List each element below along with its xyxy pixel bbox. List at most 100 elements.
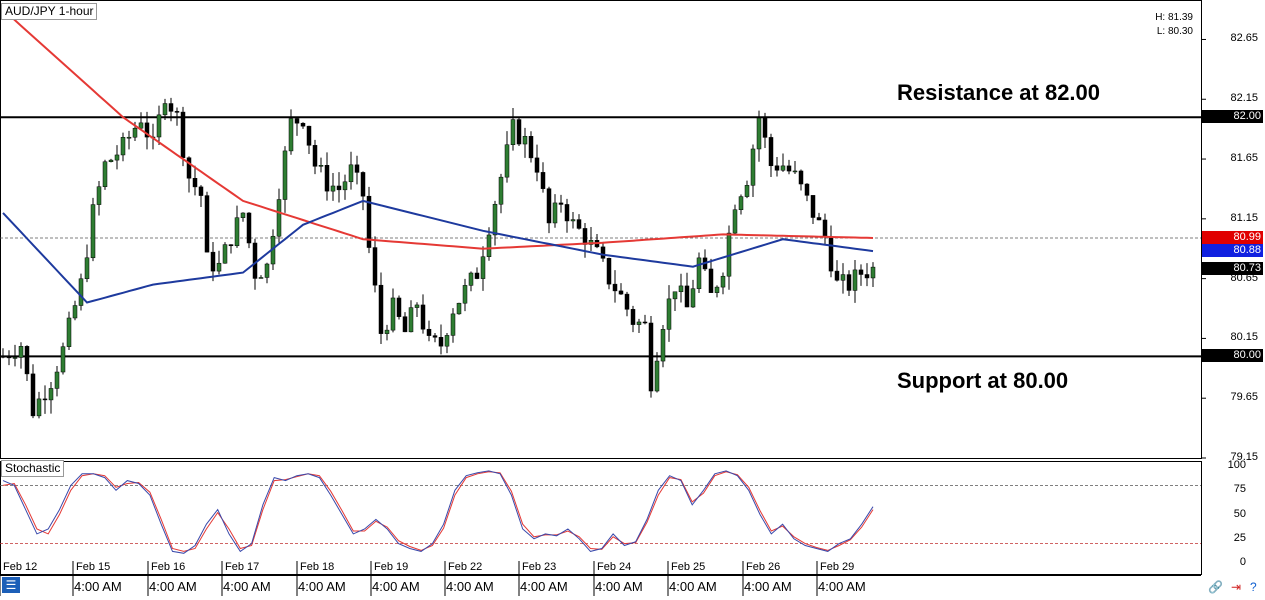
help-icon[interactable]: ? xyxy=(1250,580,1257,594)
candle-body xyxy=(834,270,840,281)
candle-body xyxy=(870,266,876,279)
stoch-d-line xyxy=(2,471,874,552)
stoch-tick-label: 75 xyxy=(1233,483,1246,496)
y-tick-label: 79.65 xyxy=(1230,391,1258,404)
price-tag: 82.00 xyxy=(1202,110,1263,124)
x-date-label: Feb 17 xyxy=(225,561,260,573)
candle-body xyxy=(504,144,510,178)
y-tick-label: 82.65 xyxy=(1230,32,1258,45)
x-time-label: 4:00 AM xyxy=(818,579,866,594)
stoch-tick-label: 0 xyxy=(1239,556,1246,568)
candle-body xyxy=(60,346,66,373)
candle-body xyxy=(216,262,222,272)
candle-body xyxy=(378,284,384,334)
candle-body xyxy=(606,258,612,285)
candle-body xyxy=(486,234,492,258)
candle-body xyxy=(132,127,138,138)
candle-body xyxy=(750,148,756,186)
candle-body xyxy=(246,212,252,244)
price-tag: 80.99 xyxy=(1202,230,1263,244)
candle-body xyxy=(822,219,828,238)
x-time-label: 4:00 AM xyxy=(298,579,346,594)
stoch-k-line xyxy=(2,470,874,554)
ma-fast-line xyxy=(2,199,874,304)
menu-icon[interactable]: ☰ xyxy=(2,577,20,593)
candle-body xyxy=(864,274,870,279)
candle-body xyxy=(66,317,72,347)
candle-body xyxy=(186,157,192,179)
candle-body xyxy=(258,277,264,279)
candle-body xyxy=(846,274,852,291)
ma-slow-line xyxy=(2,8,874,250)
candle-body xyxy=(744,185,750,197)
candle-body xyxy=(786,165,792,172)
y-tick-label: 80.15 xyxy=(1230,331,1258,344)
candle-body xyxy=(24,346,30,375)
arrow-icon[interactable]: ⇥ xyxy=(1231,580,1242,594)
candle-body xyxy=(636,321,642,325)
x-date-label: Feb 23 xyxy=(522,561,557,573)
candle-body xyxy=(648,322,654,392)
candle-body xyxy=(720,275,726,288)
candle-body xyxy=(312,145,318,167)
candle-body xyxy=(360,172,366,197)
candle-body xyxy=(558,202,564,205)
candle-body xyxy=(372,247,378,286)
candle-body xyxy=(96,186,102,205)
candle-body xyxy=(162,103,168,116)
candle-body xyxy=(780,165,786,171)
x-time-label: 4:00 AM xyxy=(520,579,568,594)
price-tag: 80.88 xyxy=(1202,244,1263,258)
candle-body xyxy=(768,137,774,167)
candle-body xyxy=(84,257,90,279)
candle-body xyxy=(672,291,678,300)
support-annotation: Support at 80.00 xyxy=(897,368,1069,393)
candle-body xyxy=(732,209,738,234)
candle-body xyxy=(390,297,396,331)
x-date-label: Feb 25 xyxy=(671,561,706,573)
candle-body xyxy=(858,269,864,275)
candle-body xyxy=(534,157,540,173)
high-label: H: 81.39 xyxy=(1155,12,1193,23)
x-time-label: 4:00 AM xyxy=(372,579,420,594)
candle-body xyxy=(120,137,126,156)
candle-body xyxy=(210,251,216,272)
x-date-label: Feb 22 xyxy=(448,561,483,573)
candle-body xyxy=(48,388,54,401)
candle-body xyxy=(582,228,588,245)
candle-body xyxy=(348,164,354,183)
stoch-tick-label: 25 xyxy=(1233,531,1246,544)
candle-body xyxy=(234,217,240,247)
x-date-label: Feb 19 xyxy=(374,561,409,573)
candle-body xyxy=(678,285,684,293)
candle-body xyxy=(840,274,846,281)
candle-body xyxy=(192,177,198,188)
candle-body xyxy=(810,195,816,218)
candle-body xyxy=(618,290,624,295)
x-date-label: Feb 24 xyxy=(597,561,632,573)
price-tag: 80.00 xyxy=(1202,349,1263,363)
candle-body xyxy=(546,188,552,224)
candle-body xyxy=(528,136,534,159)
candle-body xyxy=(432,335,438,338)
candle-body xyxy=(282,150,288,200)
candle-body xyxy=(498,176,504,205)
candle-body xyxy=(330,185,336,192)
candle-body xyxy=(552,202,558,224)
candle-body xyxy=(654,360,660,392)
x-date-label: Feb 16 xyxy=(151,561,186,573)
candle-body xyxy=(30,373,36,417)
candle-body xyxy=(420,304,426,330)
stoch-tick-label: 50 xyxy=(1233,507,1246,520)
candle-body xyxy=(738,196,744,210)
candle-body xyxy=(306,125,312,146)
candle-body xyxy=(456,302,462,315)
candle-body xyxy=(708,268,714,293)
candle-body xyxy=(168,103,174,112)
candle-body xyxy=(612,283,618,292)
link-icon[interactable]: 🔗 xyxy=(1208,580,1223,594)
candle-body xyxy=(318,165,324,167)
candle-body xyxy=(666,298,672,330)
candle-body xyxy=(852,269,858,291)
candle-body xyxy=(72,305,78,319)
